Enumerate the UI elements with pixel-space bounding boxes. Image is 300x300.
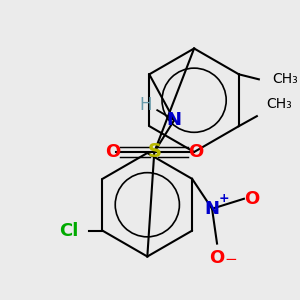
Text: O: O — [244, 190, 260, 208]
Text: CH₃: CH₃ — [272, 72, 298, 86]
Text: H: H — [139, 96, 152, 114]
Text: +: + — [219, 192, 229, 205]
Text: N: N — [167, 111, 182, 129]
Text: N: N — [205, 200, 220, 218]
Text: O: O — [105, 143, 120, 161]
Text: O: O — [188, 143, 204, 161]
Text: −: − — [225, 252, 237, 267]
Text: O: O — [209, 248, 225, 266]
Text: S: S — [147, 142, 161, 161]
Text: Cl: Cl — [59, 222, 78, 240]
Text: CH₃: CH₃ — [266, 97, 292, 111]
